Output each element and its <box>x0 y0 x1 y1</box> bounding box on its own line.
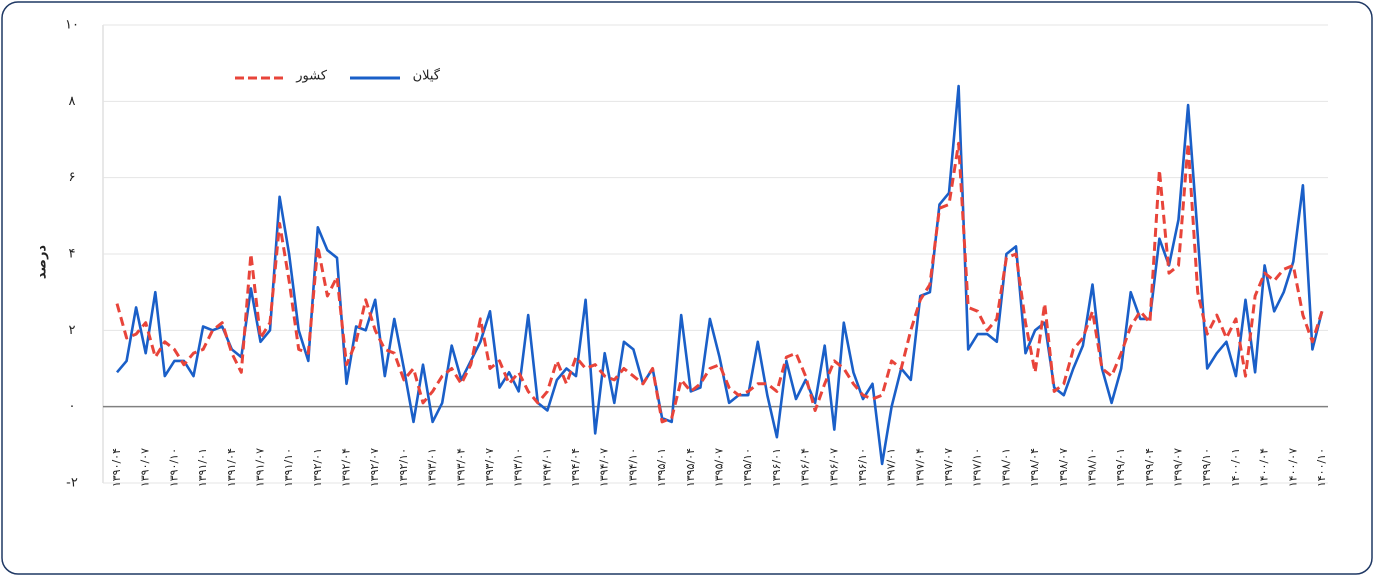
x-tick-label: ۱۳۹۱/۱۰ <box>282 448 295 487</box>
x-tick-label: ۱۳۹۳/۰۴ <box>454 448 467 487</box>
x-tick-label: ۱۳۹۰/۰۷ <box>139 448 152 487</box>
x-tick-label: ۱۳۹۸/۰۱ <box>999 448 1012 487</box>
x-tick-label: ۱۳۹۷/۰۴ <box>913 448 926 487</box>
x-tick-label: ۱۳۹۵/۱۰ <box>741 448 754 487</box>
x-tick-label: ۱۳۹۴/۰۱ <box>540 448 553 487</box>
x-tick-label: ۱۳۹۹/۰۷ <box>1172 448 1185 487</box>
x-tick-label: ۱۳۹۶/۰۴ <box>799 448 812 487</box>
x-tick-label: ۱۳۹۸/۱۰ <box>1085 448 1098 487</box>
x-tick-label: ۱۳۹۰/۱۰ <box>167 448 180 487</box>
x-tick-label: ۱۳۹۴/۰۴ <box>569 448 582 487</box>
x-tick-label: ۱۳۹۲/۰۴ <box>340 448 353 487</box>
x-tick-label: ۱۴۰۰/۰۴ <box>1258 448 1271 487</box>
y-tick-label: ۲ <box>69 323 76 338</box>
x-tick-label: ۱۳۹۱/۰۷ <box>253 448 266 487</box>
x-tick-label: ۱۴۰۰/۱۰ <box>1315 448 1328 487</box>
y-tick-label: ۶ <box>69 170 76 185</box>
x-tick-label: ۱۳۹۵/۰۷ <box>713 448 726 487</box>
x-tick-label: ۱۳۹۲/۰۱ <box>311 448 324 487</box>
x-tick-label: ۱۳۹۴/۰۷ <box>598 448 611 487</box>
x-tick-label: ۱۳۹۳/۱۰ <box>512 448 525 487</box>
y-tick-label: ۴ <box>69 247 76 262</box>
x-tick-label: ۱۳۹۷/۰۷ <box>942 448 955 487</box>
legend-label: کشور <box>295 69 328 84</box>
y-tick-label: ۱۰ <box>65 18 79 33</box>
x-tick-label: ۱۳۹۱/۰۴ <box>225 448 238 487</box>
x-tick-label: ۱۴۰۰/۰۱ <box>1229 448 1242 487</box>
x-tick-label: ۱۳۹۳/۰۱ <box>426 448 439 487</box>
x-tick-label: ۱۳۹۴/۱۰ <box>626 448 639 487</box>
x-tick-label: ۱۳۹۷/۰۱ <box>885 448 898 487</box>
x-tick-label: ۱۳۹۶/۰۱ <box>770 448 783 487</box>
x-tick-label: ۱۳۹۹/۰۱ <box>1114 448 1127 487</box>
x-tick-label: ۱۴۰۰/۰۷ <box>1286 448 1299 487</box>
x-tick-label: ۱۳۹۵/۰۴ <box>684 448 697 487</box>
x-tick-label: ۱۳۹۹/۱۰ <box>1200 448 1213 487</box>
x-tick-label: ۱۳۹۷/۱۰ <box>971 448 984 487</box>
x-tick-label: ۱۳۹۹/۰۴ <box>1143 448 1156 487</box>
x-tick-label: ۱۳۹۲/۱۰ <box>397 448 410 487</box>
series-line <box>116 84 1324 466</box>
x-tick-label: ۱۳۹۶/۱۰ <box>856 448 869 487</box>
y-tick-label: ۰ <box>69 399 76 414</box>
y-axis-title: درصد <box>35 245 50 280</box>
x-tick-label: ۱۳۹۳/۰۷ <box>483 448 496 487</box>
x-tick-label: ۱۳۹۸/۰۷ <box>1057 448 1070 487</box>
x-tick-label: ۱۳۹۱/۰۱ <box>196 448 209 487</box>
y-tick-label: ۸ <box>69 94 76 109</box>
x-tick-label: ۱۳۹۰/۰۴ <box>110 448 123 487</box>
x-tick-label: ۱۳۹۶/۰۷ <box>827 448 840 487</box>
x-tick-label: ۱۳۹۲/۰۷ <box>368 448 381 487</box>
series-line <box>115 141 1324 424</box>
x-tick-label: ۱۳۹۵/۰۱ <box>655 448 668 487</box>
legend-label: گیلان <box>413 68 441 84</box>
y-tick-label: -۲ <box>66 476 78 491</box>
x-tick-label: ۱۳۹۸/۰۴ <box>1028 448 1041 487</box>
